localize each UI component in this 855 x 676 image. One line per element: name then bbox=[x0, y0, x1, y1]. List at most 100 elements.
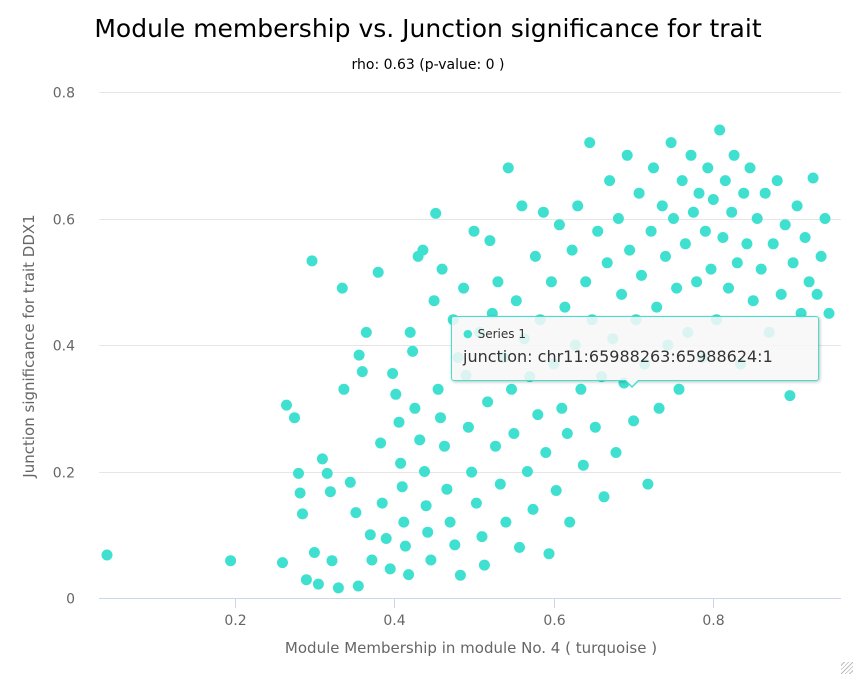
data-point[interactable] bbox=[393, 416, 405, 428]
data-point[interactable] bbox=[604, 175, 616, 187]
data-point[interactable] bbox=[372, 266, 384, 278]
data-point[interactable] bbox=[759, 187, 771, 199]
data-point[interactable] bbox=[799, 232, 811, 243]
data-point[interactable] bbox=[510, 295, 522, 307]
data-point[interactable] bbox=[366, 554, 378, 566]
data-point[interactable] bbox=[308, 547, 320, 558]
data-point[interactable] bbox=[566, 244, 578, 256]
data-point[interactable] bbox=[294, 487, 306, 499]
data-point[interactable] bbox=[350, 507, 362, 519]
data-point[interactable] bbox=[653, 402, 665, 414]
data-point[interactable] bbox=[375, 437, 387, 449]
data-point[interactable] bbox=[225, 555, 237, 567]
data-point[interactable] bbox=[439, 440, 450, 452]
data-point[interactable] bbox=[444, 516, 456, 528]
data-point[interactable] bbox=[324, 486, 336, 498]
data-point[interactable] bbox=[500, 516, 512, 528]
data-point[interactable] bbox=[344, 476, 356, 488]
data-point[interactable] bbox=[506, 383, 517, 395]
data-point[interactable] bbox=[584, 137, 596, 149]
data-point[interactable] bbox=[807, 172, 819, 184]
data-point[interactable] bbox=[514, 541, 525, 553]
data-point[interactable] bbox=[332, 582, 344, 594]
data-point[interactable] bbox=[492, 276, 504, 288]
data-point[interactable] bbox=[537, 206, 549, 218]
data-point[interactable] bbox=[281, 399, 292, 411]
data-point[interactable] bbox=[550, 485, 562, 496]
data-point[interactable] bbox=[403, 569, 415, 581]
data-point[interactable] bbox=[771, 175, 783, 187]
data-point[interactable] bbox=[747, 295, 759, 307]
data-point[interactable] bbox=[575, 383, 587, 395]
data-point[interactable] bbox=[685, 149, 697, 161]
data-point[interactable] bbox=[454, 569, 466, 581]
data-point[interactable] bbox=[419, 466, 430, 477]
data-point[interactable] bbox=[338, 383, 350, 395]
data-point[interactable] bbox=[561, 428, 573, 439]
data-point[interactable] bbox=[430, 207, 442, 219]
data-point[interactable] bbox=[360, 326, 372, 338]
data-point[interactable] bbox=[616, 288, 628, 300]
data-point[interactable] bbox=[529, 250, 541, 262]
data-point[interactable] bbox=[751, 213, 763, 224]
data-point[interactable] bbox=[628, 415, 640, 427]
data-point[interactable] bbox=[390, 388, 402, 400]
data-point[interactable] bbox=[791, 200, 803, 212]
data-point[interactable] bbox=[705, 263, 717, 275]
data-point[interactable] bbox=[326, 555, 338, 567]
data-point[interactable] bbox=[543, 548, 555, 560]
data-point[interactable] bbox=[610, 447, 622, 458]
data-point[interactable] bbox=[702, 162, 714, 174]
data-point[interactable] bbox=[478, 559, 490, 571]
data-point[interactable] bbox=[466, 466, 478, 478]
data-point[interactable] bbox=[494, 478, 506, 490]
data-point[interactable] bbox=[353, 349, 365, 361]
data-point[interactable] bbox=[436, 263, 448, 275]
data-point[interactable] bbox=[741, 238, 753, 250]
data-point[interactable] bbox=[787, 257, 799, 269]
data-point[interactable] bbox=[738, 187, 750, 199]
data-point[interactable] bbox=[300, 574, 312, 586]
data-point[interactable] bbox=[621, 149, 633, 161]
data-point[interactable] bbox=[676, 175, 688, 187]
data-point[interactable] bbox=[559, 301, 571, 313]
data-point[interactable] bbox=[612, 213, 624, 224]
data-point[interactable] bbox=[462, 421, 474, 433]
data-point[interactable] bbox=[289, 412, 300, 424]
data-point[interactable] bbox=[707, 194, 719, 205]
data-point[interactable] bbox=[636, 269, 647, 281]
data-point[interactable] bbox=[823, 307, 835, 319]
data-point[interactable] bbox=[404, 326, 416, 338]
data-point[interactable] bbox=[775, 288, 787, 300]
data-point[interactable] bbox=[482, 396, 494, 408]
data-point[interactable] bbox=[656, 200, 668, 212]
data-point[interactable] bbox=[521, 466, 533, 477]
data-point[interactable] bbox=[744, 162, 756, 174]
data-point[interactable] bbox=[633, 187, 645, 199]
data-point[interactable] bbox=[564, 516, 576, 528]
data-point[interactable] bbox=[726, 206, 738, 218]
data-point[interactable] bbox=[468, 225, 480, 237]
data-point[interactable] bbox=[723, 282, 734, 294]
data-point[interactable] bbox=[532, 409, 544, 421]
data-point[interactable] bbox=[384, 563, 396, 575]
data-point[interactable] bbox=[428, 295, 440, 307]
data-point[interactable] bbox=[420, 500, 432, 512]
data-point[interactable] bbox=[376, 497, 388, 509]
data-point[interactable] bbox=[651, 301, 663, 313]
data-point[interactable] bbox=[316, 453, 328, 465]
data-point[interactable] bbox=[364, 529, 376, 541]
data-point[interactable] bbox=[687, 206, 699, 218]
data-point[interactable] bbox=[784, 390, 796, 402]
data-point[interactable] bbox=[572, 200, 584, 212]
data-point[interactable] bbox=[277, 557, 288, 569]
data-point[interactable] bbox=[577, 459, 589, 471]
data-point[interactable] bbox=[336, 282, 348, 294]
data-point[interactable] bbox=[484, 235, 496, 247]
data-point[interactable] bbox=[624, 244, 636, 256]
data-point[interactable] bbox=[545, 276, 557, 288]
data-point[interactable] bbox=[811, 288, 823, 300]
data-point[interactable] bbox=[699, 225, 711, 237]
resize-handle-icon[interactable] bbox=[841, 662, 853, 674]
data-point[interactable] bbox=[553, 219, 565, 231]
